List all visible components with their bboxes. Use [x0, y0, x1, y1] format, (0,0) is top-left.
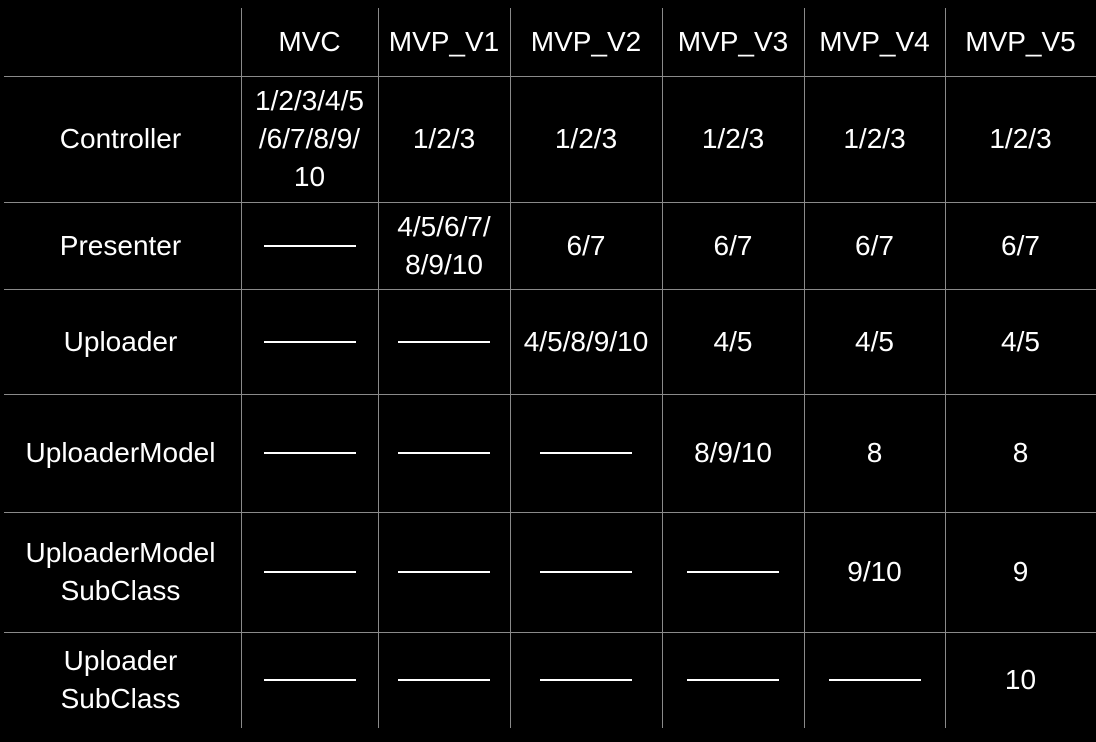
dash-line	[398, 340, 490, 343]
table-cell: 10	[1004, 664, 1037, 695]
dash-line	[540, 679, 632, 681]
grid-vline	[804, 8, 805, 728]
table-cell: 6/7	[566, 229, 606, 261]
table-cell: 8/9/10	[694, 437, 772, 468]
column-header: MVP_V4	[819, 26, 930, 57]
empty-dash	[378, 289, 510, 394]
empty-dash	[241, 632, 378, 728]
table-cell: 1/2/3	[989, 123, 1052, 154]
grid-vline	[378, 8, 379, 728]
empty-dash	[510, 632, 662, 728]
dash-line	[828, 679, 921, 681]
table-cell: 1/2/3/4/5 /6/7/8/9/ 10	[255, 85, 364, 192]
empty-dash	[662, 632, 804, 728]
table-cell: 1/2/3	[554, 123, 618, 154]
grid-vline	[241, 8, 242, 728]
dash-line	[263, 679, 356, 681]
column-header: MVC	[278, 26, 341, 57]
empty-dash	[378, 512, 510, 632]
column-header: MVP_V2	[530, 26, 642, 57]
table-cell: 4/5/8/9/10	[523, 325, 649, 357]
dash-line	[263, 340, 356, 343]
column-header: MVP_V5	[965, 26, 1076, 57]
dash-line	[263, 571, 356, 573]
table-cell: 8	[1012, 437, 1029, 468]
empty-dash	[804, 632, 945, 728]
grid-hline	[4, 76, 1096, 77]
dash-line	[263, 452, 356, 454]
row-label: Uploader SubClass	[60, 645, 181, 714]
table-cell: 4/5	[713, 325, 753, 357]
table-cell: 4/5/6/7/ 8/9/10	[397, 210, 491, 280]
grid-vline	[945, 8, 946, 728]
column-header: MVP_V1	[388, 26, 500, 57]
empty-dash	[378, 394, 510, 512]
row-label: Controller	[59, 123, 182, 154]
table-cell: 1/2/3	[701, 123, 765, 154]
row-label: UploaderModel SubClass	[25, 537, 216, 606]
empty-dash	[241, 289, 378, 394]
dash-line	[540, 452, 632, 454]
grid-hline	[4, 202, 1096, 203]
row-label: Presenter	[59, 229, 182, 261]
grid-hline	[4, 289, 1096, 290]
dash-line	[398, 679, 490, 681]
table-cell: 9	[1012, 556, 1029, 587]
grid-vline	[510, 8, 511, 728]
grid-vline	[662, 8, 663, 728]
table-cell: 1/2/3	[843, 123, 906, 154]
row-label: UploaderModel	[25, 437, 216, 468]
table-cell: 1/2/3	[412, 123, 476, 154]
empty-dash	[241, 512, 378, 632]
empty-dash	[378, 632, 510, 728]
grid-hline	[4, 632, 1096, 633]
empty-dash	[241, 394, 378, 512]
grid-hline	[4, 394, 1096, 395]
empty-dash	[241, 202, 378, 289]
dash-line	[687, 679, 779, 681]
table-cell: 4/5	[1001, 325, 1040, 357]
table-cell: 6/7	[1001, 229, 1040, 261]
table-cell: 6/7	[855, 229, 894, 261]
empty-dash	[510, 394, 662, 512]
header-corner	[0, 8, 241, 76]
grid-hline	[4, 512, 1096, 513]
table-cell: 8	[866, 437, 883, 468]
table-cell: 4/5	[855, 325, 894, 357]
dash-line	[540, 571, 632, 573]
empty-dash	[510, 512, 662, 632]
row-label: Uploader	[63, 325, 178, 357]
dash-line	[398, 571, 490, 573]
empty-dash	[662, 512, 804, 632]
table-cell: 9/10	[847, 556, 902, 587]
dash-line	[687, 571, 779, 573]
dash-line	[398, 452, 490, 454]
dash-line	[263, 244, 356, 247]
table-cell: 6/7	[713, 229, 753, 261]
column-header: MVP_V3	[677, 26, 789, 57]
